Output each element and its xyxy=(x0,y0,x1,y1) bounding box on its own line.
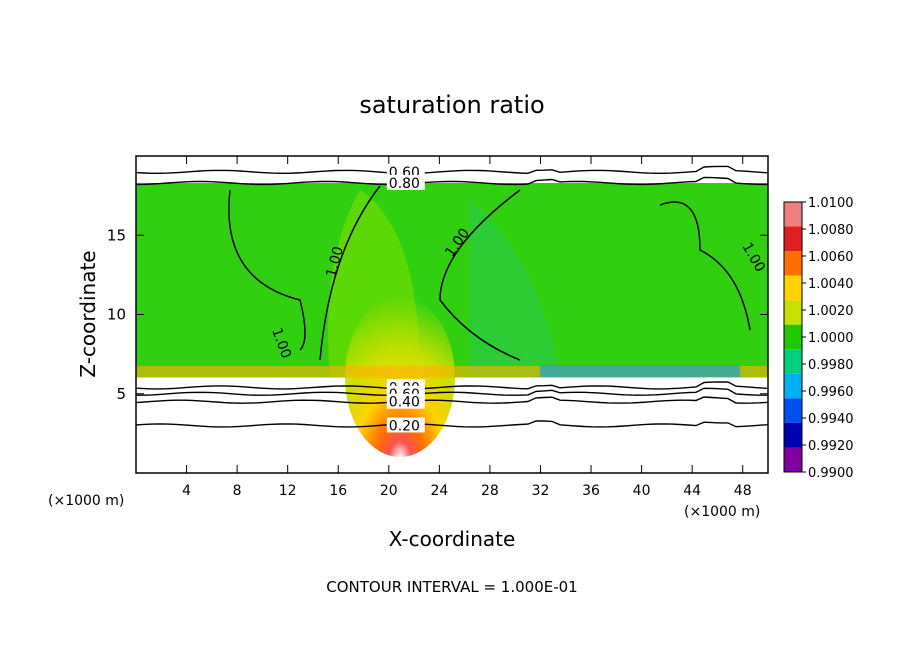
x-tick-label: 20 xyxy=(380,483,398,499)
colorbar-swatch xyxy=(784,373,802,399)
colorbar: 1.0100 1.0080 1.0060 1.0040 1.0020 1.0000 0.99… xyxy=(783,196,854,481)
colorbar-label: 1.0040 xyxy=(808,277,854,292)
chart-title: saturation ratio xyxy=(359,91,544,119)
x-tick-label: 4 xyxy=(182,483,191,499)
contour-line xyxy=(136,165,768,175)
field-shade xyxy=(470,200,560,377)
y-tick-label: 15 xyxy=(107,226,126,244)
colorbar-label: 0.9900 xyxy=(808,466,854,481)
colorbar-swatch xyxy=(784,398,802,423)
x-unit-right: (×1000 m) xyxy=(684,504,760,520)
contour-interval-note: CONTOUR INTERVAL = 1.000E-01 xyxy=(326,578,577,596)
colorbar-label: 1.0080 xyxy=(808,223,854,238)
contour-1.00 xyxy=(439,189,521,361)
colorbar-swatch xyxy=(784,202,802,227)
contour-label: 0.40 xyxy=(389,395,420,411)
colorbar-swatch xyxy=(784,349,802,374)
contour-label: 0.20 xyxy=(389,418,420,434)
plot-area xyxy=(136,156,768,473)
contour-line xyxy=(136,420,768,428)
contour-label-bg xyxy=(386,174,425,190)
x-tick-label: 28 xyxy=(481,483,499,499)
y-tick-label: 10 xyxy=(107,306,126,324)
colorbar-label: 0.9940 xyxy=(808,412,854,427)
x-unit-left: (×1000 m) xyxy=(48,493,124,509)
colorbar-label: 0.9980 xyxy=(808,358,854,373)
x-tick-label: 40 xyxy=(633,483,651,499)
contour-label: 0.80 xyxy=(389,176,420,192)
contour-label-bg xyxy=(386,417,425,433)
x-tick-label: 48 xyxy=(734,483,752,499)
contour-label-bg xyxy=(386,393,425,409)
y-tick-label: 5 xyxy=(116,385,126,403)
colorbar-label: 0.9920 xyxy=(808,439,854,454)
colorbar-swatch xyxy=(784,447,802,472)
colorbar-label: 0.9960 xyxy=(808,385,854,400)
x-tick-label: 16 xyxy=(329,483,347,499)
colorbar-swatch xyxy=(784,324,802,350)
contour-line xyxy=(136,387,768,396)
x-tick-label: 12 xyxy=(279,483,297,499)
contour-line xyxy=(136,396,768,404)
colorbar-label: 1.0100 xyxy=(808,196,854,211)
colorbar-swatch xyxy=(784,226,802,252)
colorbar-label: 1.0000 xyxy=(808,331,854,346)
y-axis-label: Z-coordinate xyxy=(76,250,100,377)
x-tick-label: 32 xyxy=(532,483,550,499)
surface-band xyxy=(540,365,740,377)
contour-1.00 xyxy=(319,185,381,361)
contour-line xyxy=(136,176,768,186)
contour-line xyxy=(136,381,768,390)
colorbar-label: 1.0060 xyxy=(808,250,854,265)
colorbar-swatch xyxy=(784,275,802,301)
colorbar-swatch xyxy=(784,422,802,448)
contour-label-1.00: 1.00 xyxy=(323,245,347,279)
field-region xyxy=(136,183,768,377)
colorbar-swatch xyxy=(784,300,802,325)
x-tick-label: 44 xyxy=(683,483,701,499)
x-tick-label: 36 xyxy=(582,483,600,499)
x-tick-label: 24 xyxy=(430,483,448,499)
contour-1.00 xyxy=(228,189,306,351)
colorbar-label: 1.0020 xyxy=(808,304,854,319)
x-tick-label: 8 xyxy=(233,483,242,499)
x-axis-label: X-coordinate xyxy=(389,527,516,551)
colorbar-swatch xyxy=(784,251,802,276)
contour-1.00 xyxy=(659,201,751,331)
